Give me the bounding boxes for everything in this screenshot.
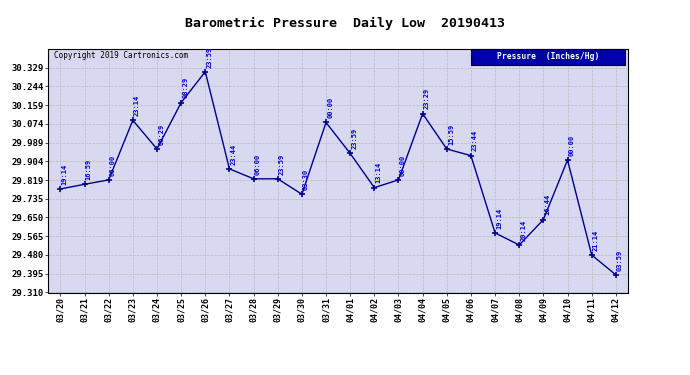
Text: 03:30: 03:30 [303,169,309,190]
Text: 23:59: 23:59 [279,153,285,175]
Text: 06:00: 06:00 [110,154,116,176]
Bar [471,49,625,64]
Text: 06:29: 06:29 [158,124,164,145]
Text: 13:14: 13:14 [375,162,382,183]
Text: 20:14: 20:14 [520,220,526,241]
Text: 00:00: 00:00 [569,135,575,156]
Text: 23:14: 23:14 [134,95,140,116]
Text: 08:29: 08:29 [182,77,188,99]
Text: 06:00: 06:00 [255,153,261,175]
Text: 15:59: 15:59 [448,124,454,145]
Text: 21:14: 21:14 [593,230,599,251]
Text: 23:44: 23:44 [472,130,478,152]
Text: 23:44: 23:44 [230,144,237,165]
Text: 23:59: 23:59 [206,46,213,68]
Text: 16:44: 16:44 [544,194,551,216]
Text: 23:29: 23:29 [424,88,430,110]
Text: 00:00: 00:00 [400,154,406,176]
Text: 16:59: 16:59 [86,159,92,180]
Text: Copyright 2019 Cartronics.com: Copyright 2019 Cartronics.com [54,51,188,60]
Text: 19:14: 19:14 [496,207,502,229]
Text: Pressure  (Inches/Hg): Pressure (Inches/Hg) [497,52,600,61]
Text: 03:59: 03:59 [617,249,623,271]
Text: Barometric Pressure  Daily Low  20190413: Barometric Pressure Daily Low 20190413 [185,17,505,30]
Text: 19:14: 19:14 [61,164,68,185]
Text: 00:00: 00:00 [327,97,333,118]
Text: 23:59: 23:59 [351,128,357,149]
